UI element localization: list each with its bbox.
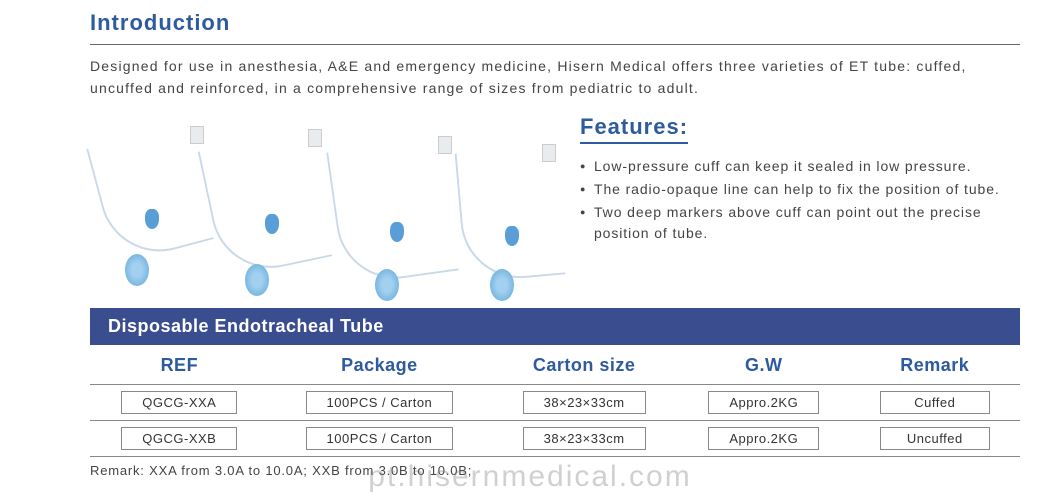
spec-table-section: Disposable Endotracheal Tube REF Package… <box>90 308 1020 478</box>
cell-ref: QGCG-XXB <box>121 427 237 450</box>
cell-gw: Appro.2KG <box>708 427 819 450</box>
features-block: Features: Low-pressure cuff can keep it … <box>580 114 1020 294</box>
spec-table: REF Package Carton size G.W Remark QGCG-… <box>90 345 1020 457</box>
intro-text: Designed for use in anesthesia, A&E and … <box>90 55 1020 100</box>
cell-package: 100PCS / Carton <box>306 391 454 414</box>
feature-item: Two deep markers above cuff can point ou… <box>580 202 1020 244</box>
col-remark: Remark <box>850 345 1020 385</box>
cell-carton: 38×23×33cm <box>523 391 646 414</box>
table-title: Disposable Endotracheal Tube <box>90 308 1020 345</box>
cell-gw: Appro.2KG <box>708 391 819 414</box>
features-heading: Features: <box>580 114 688 144</box>
feature-item: Low-pressure cuff can keep it sealed in … <box>580 156 1020 177</box>
table-row: QGCG-XXA 100PCS / Carton 38×23×33cm Appr… <box>90 384 1020 420</box>
cell-remark: Uncuffed <box>880 427 990 450</box>
table-row: QGCG-XXB 100PCS / Carton 38×23×33cm Appr… <box>90 420 1020 456</box>
cell-ref: QGCG-XXA <box>121 391 237 414</box>
table-note: Remark: XXA from 3.0A to 10.0A; XXB from… <box>90 457 1020 478</box>
col-ref: REF <box>90 345 269 385</box>
col-carton: Carton size <box>490 345 678 385</box>
col-package: Package <box>269 345 491 385</box>
mid-section: Features: Low-pressure cuff can keep it … <box>90 114 1020 294</box>
intro-underline <box>90 44 1020 45</box>
cell-package: 100PCS / Carton <box>306 427 454 450</box>
feature-item: The radio-opaque line can help to fix th… <box>580 179 1020 200</box>
cell-remark: Cuffed <box>880 391 990 414</box>
cell-carton: 38×23×33cm <box>523 427 646 450</box>
intro-heading: Introduction <box>90 10 1020 36</box>
product-image <box>90 114 550 294</box>
feature-list: Low-pressure cuff can keep it sealed in … <box>580 156 1020 244</box>
col-gw: G.W <box>678 345 850 385</box>
